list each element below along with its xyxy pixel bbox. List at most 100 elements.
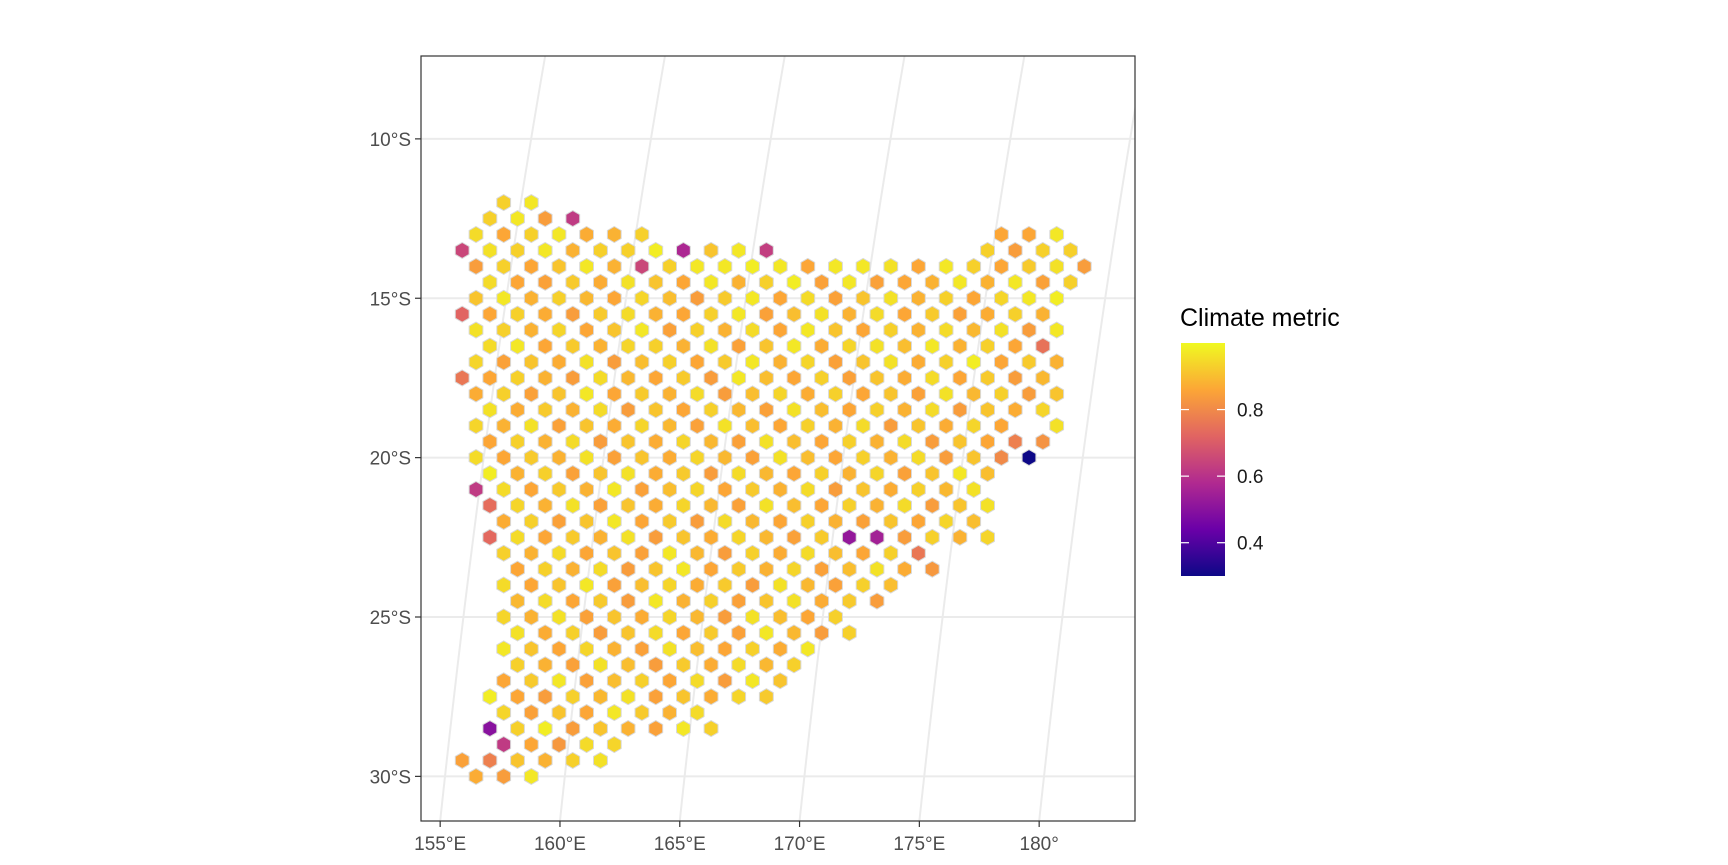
- hex-cell: [731, 305, 747, 323]
- hex-cell: [980, 401, 995, 419]
- hex-cell: [1049, 289, 1065, 307]
- hex-cell: [689, 672, 705, 690]
- hex-cell: [676, 624, 691, 642]
- hex-cell: [924, 273, 940, 291]
- hex-cell: [745, 321, 760, 339]
- hex-cell: [620, 433, 636, 451]
- hex-cell: [537, 560, 553, 578]
- hex-cell: [814, 528, 830, 546]
- hex-cell: [482, 433, 498, 451]
- hex-cell: [869, 401, 885, 419]
- hex-cell: [952, 369, 968, 387]
- hex-cell: [703, 305, 719, 323]
- hex-cell: [523, 321, 539, 339]
- hex-cell: [758, 624, 774, 642]
- hex-cell: [676, 337, 691, 355]
- hex-cell: [620, 465, 636, 483]
- hex-cell: [1021, 257, 1037, 275]
- hex-cell: [565, 528, 581, 546]
- hex-cell: [800, 385, 816, 403]
- hex-cell: [510, 624, 525, 642]
- hex-cell: [593, 751, 608, 769]
- hex-cell: [938, 257, 954, 275]
- hex-cell: [828, 353, 843, 371]
- hex-cell: [676, 465, 691, 483]
- hex-cell: [523, 767, 539, 785]
- hex-cell: [606, 640, 622, 658]
- hex-cell: [717, 512, 733, 530]
- hex-cell: [689, 608, 705, 626]
- hex-cell: [468, 353, 484, 371]
- hex-cell: [772, 480, 788, 499]
- hex-cell: [579, 417, 594, 435]
- hex-cell: [800, 544, 816, 562]
- hex-cell: [814, 496, 830, 514]
- hex-cell: [717, 385, 733, 403]
- hex-cell: [1007, 401, 1023, 419]
- x-tick-label: 170°E: [774, 834, 826, 855]
- hex-cell: [1035, 433, 1051, 451]
- hex-cell: [758, 528, 774, 546]
- hex-cell: [537, 305, 553, 323]
- hex-cell: [786, 592, 802, 610]
- hex-cell: [731, 369, 747, 387]
- hex-cell: [454, 305, 470, 323]
- hex-cell: [800, 257, 816, 275]
- hex-cell: [537, 592, 553, 610]
- hex-cell: [758, 241, 774, 259]
- hex-cell: [523, 608, 539, 626]
- hex-cell: [565, 688, 581, 706]
- hex-cell: [786, 305, 802, 323]
- hex-cell: [869, 496, 885, 514]
- legend-tick-label: 0.8: [1237, 401, 1263, 422]
- hex-cell: [648, 241, 664, 259]
- hex-cell: [883, 512, 899, 530]
- hex-cell: [828, 480, 843, 499]
- hex-cell: [800, 321, 816, 339]
- hex-cell: [468, 257, 484, 275]
- hex-cell: [551, 289, 567, 307]
- hex-cell: [814, 465, 830, 483]
- hex-cell: [717, 417, 733, 435]
- hex-cell: [717, 289, 733, 307]
- hex-cell: [482, 241, 498, 259]
- hex-cell: [551, 449, 567, 467]
- hex-cell: [676, 273, 691, 291]
- hex-cell: [634, 704, 650, 722]
- hex-cell: [869, 273, 885, 291]
- hex-cell: [689, 385, 705, 403]
- hex-cell: [565, 751, 581, 769]
- hex-cell: [855, 480, 871, 499]
- hex-cell: [482, 720, 498, 738]
- hex-cell: [786, 369, 802, 387]
- hex-cell: [634, 289, 650, 307]
- hex-cell: [579, 353, 594, 371]
- hex-cell: [841, 305, 857, 323]
- hex-cell: [814, 560, 830, 578]
- hex-cell: [814, 369, 830, 387]
- hex-cell: [883, 576, 899, 594]
- hex-cell: [911, 544, 926, 562]
- hex-cell: [731, 496, 747, 514]
- hex-cell: [758, 688, 774, 706]
- hex-cell: [634, 480, 650, 499]
- hex-cell: [1035, 273, 1051, 291]
- hex-cell: [662, 289, 677, 307]
- hex-cell: [593, 560, 608, 578]
- hex-cell: [1049, 417, 1065, 435]
- hex-cell: [883, 449, 899, 467]
- hex-cell: [994, 257, 1009, 275]
- hex-cell: [897, 496, 912, 514]
- hex-cell: [952, 433, 968, 451]
- hex-cell: [952, 305, 968, 323]
- hex-cell: [966, 385, 982, 403]
- hex-cell: [786, 560, 802, 578]
- hex-cell: [800, 576, 816, 594]
- hex-cell: [496, 704, 512, 722]
- hex-cell: [786, 433, 802, 451]
- hex-cell: [745, 385, 760, 403]
- hex-cell: [758, 401, 774, 419]
- hex-cell: [731, 688, 747, 706]
- hex-cell: [938, 385, 954, 403]
